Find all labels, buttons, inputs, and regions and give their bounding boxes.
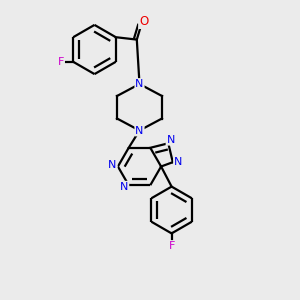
Text: O: O [139,15,148,28]
Text: N: N [174,157,182,167]
Text: N: N [108,160,117,170]
Text: N: N [167,135,175,145]
Text: N: N [120,182,128,192]
Text: N: N [135,79,144,89]
Text: F: F [58,57,64,67]
Text: N: N [135,125,144,136]
Text: F: F [168,241,175,251]
